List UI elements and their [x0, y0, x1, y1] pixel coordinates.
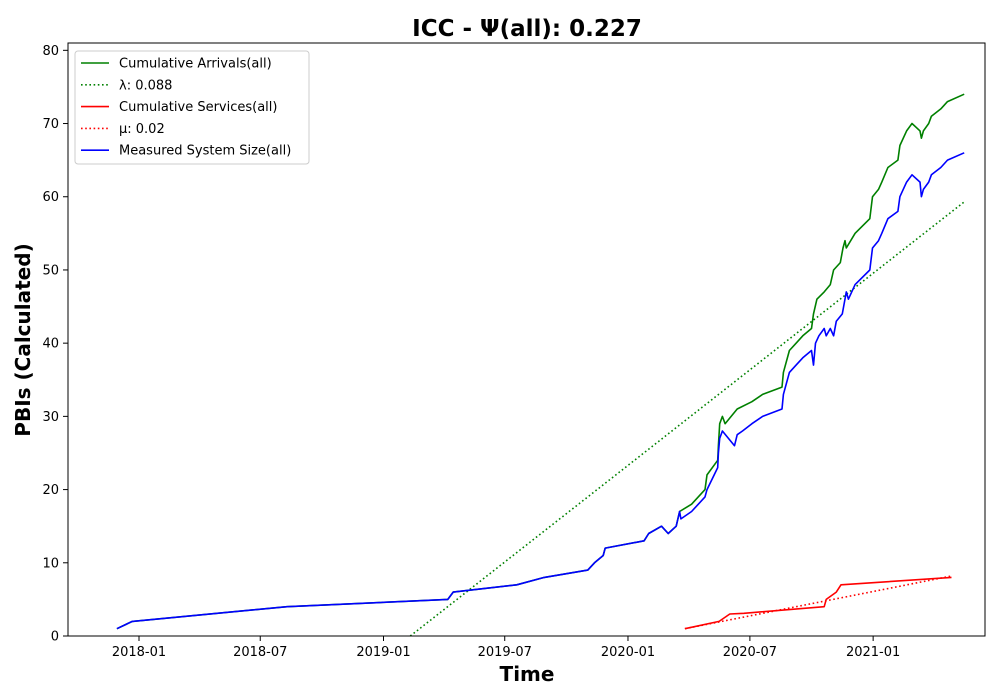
legend-label-2: Cumulative Services(all) — [119, 100, 277, 115]
legend-label-4: Measured System Size(all) — [119, 144, 291, 159]
legend: Cumulative Arrivals(all) λ: 0.088 Cumulati… — [74, 50, 310, 165]
series-line-3 — [684, 575, 952, 630]
y-tick-label: 30 — [42, 410, 59, 425]
x-axis-title: Time — [500, 662, 555, 686]
y-tick-label: 20 — [42, 483, 59, 498]
x-tick-label: 2019-01 — [356, 645, 410, 660]
series-line-2 — [684, 576, 952, 630]
y-axis-title: PBIs (Calculated) — [11, 243, 35, 436]
x-tick-label: 2021-01 — [846, 645, 900, 660]
series-line-4 — [116, 152, 965, 630]
plot-border — [67, 42, 986, 637]
y-tick-label: 60 — [42, 190, 59, 205]
x-tick-label: 2020-01 — [601, 645, 655, 660]
x-tick-label: 2020-07 — [723, 645, 777, 660]
y-tick-label: 80 — [42, 44, 59, 59]
legend-label-1: λ: 0.088 — [119, 78, 172, 93]
x-axis: 2018-01 2018-07 2019-01 2019-07 2020-01 2020-… — [112, 636, 900, 660]
y-tick-label: 10 — [42, 556, 59, 571]
chart-title: ICC - Ψ(all): 0.227 — [412, 16, 642, 42]
series-layer — [116, 93, 965, 637]
y-tick-label: 40 — [42, 337, 59, 352]
legend-box — [74, 50, 310, 165]
y-tick-label: 70 — [42, 117, 59, 132]
x-tick-label: 2019-07 — [478, 645, 532, 660]
x-tick-label: 2018-07 — [233, 645, 287, 660]
y-axis: 0 10 20 30 40 50 60 70 80 — [42, 44, 68, 645]
y-tick-label: 0 — [51, 630, 59, 645]
x-tick-label: 2018-01 — [112, 645, 166, 660]
legend-label-0: Cumulative Arrivals(all) — [119, 57, 272, 72]
legend-label-3: μ: 0.02 — [119, 122, 165, 137]
y-tick-label: 50 — [42, 263, 59, 278]
